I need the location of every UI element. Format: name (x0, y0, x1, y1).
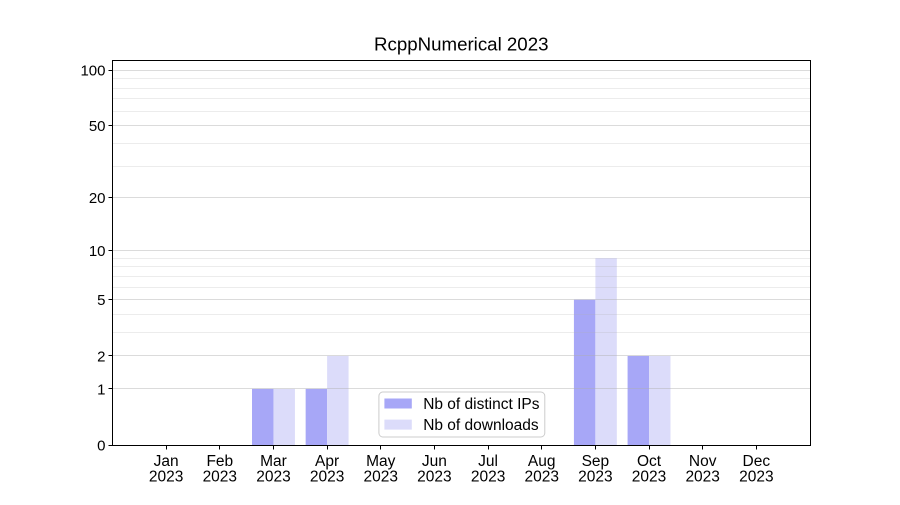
svg-text:2023: 2023 (685, 469, 719, 486)
svg-text:20: 20 (89, 190, 106, 207)
svg-text:Nov: Nov (689, 453, 717, 470)
svg-text:2023: 2023 (149, 469, 183, 486)
svg-text:Mar: Mar (260, 453, 287, 470)
svg-text:2023: 2023 (578, 469, 612, 486)
svg-text:Aug: Aug (528, 453, 556, 470)
svg-text:2023: 2023 (417, 469, 451, 486)
svg-text:0: 0 (97, 438, 105, 455)
svg-text:Nb of distinct IPs: Nb of distinct IPs (423, 396, 540, 413)
svg-text:50: 50 (89, 118, 106, 135)
svg-text:Sep: Sep (582, 453, 610, 470)
svg-text:5: 5 (97, 292, 105, 309)
svg-text:2023: 2023 (364, 469, 398, 486)
svg-text:May: May (366, 453, 396, 470)
svg-text:2023: 2023 (524, 469, 558, 486)
svg-text:Feb: Feb (206, 453, 233, 470)
svg-text:2023: 2023 (256, 469, 290, 486)
svg-text:2023: 2023 (471, 469, 505, 486)
svg-text:100: 100 (80, 63, 105, 80)
svg-text:2: 2 (97, 348, 105, 365)
svg-text:Apr: Apr (315, 453, 339, 470)
svg-text:10: 10 (89, 243, 106, 260)
svg-text:2023: 2023 (739, 469, 773, 486)
svg-text:RcppNumerical 2023: RcppNumerical 2023 (374, 33, 549, 54)
svg-text:2023: 2023 (310, 469, 344, 486)
svg-text:2023: 2023 (203, 469, 237, 486)
svg-text:Jan: Jan (154, 453, 179, 470)
svg-text:Jun: Jun (422, 453, 447, 470)
svg-text:Jul: Jul (478, 453, 498, 470)
svg-text:1: 1 (97, 381, 105, 398)
svg-text:Nb of downloads: Nb of downloads (423, 417, 539, 434)
svg-text:Dec: Dec (743, 453, 771, 470)
svg-text:Oct: Oct (637, 453, 662, 470)
svg-text:2023: 2023 (632, 469, 666, 486)
